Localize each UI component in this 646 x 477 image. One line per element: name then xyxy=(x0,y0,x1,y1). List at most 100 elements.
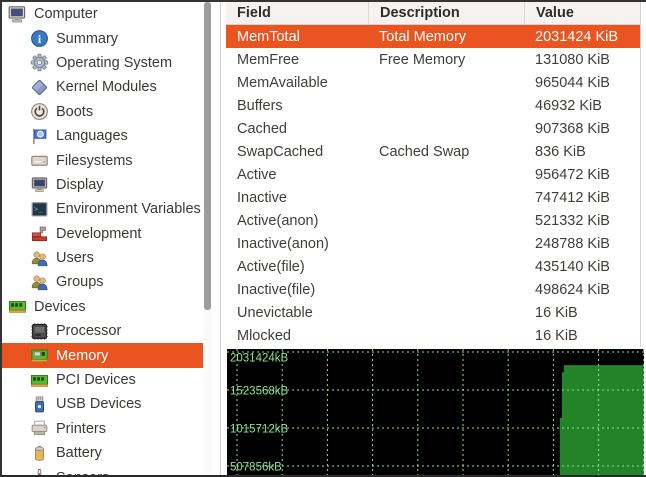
cell-value: 907368 KiB xyxy=(535,120,610,137)
sidebar-item-summary[interactable]: i Summary xyxy=(2,26,203,50)
column-header-value[interactable]: Value xyxy=(524,2,640,24)
sidebar-item-label: Sensors xyxy=(56,470,109,475)
drive-icon xyxy=(29,151,49,171)
sidebar-item-label: Processor xyxy=(56,323,122,340)
sidebar-item-development[interactable]: Development xyxy=(2,222,203,246)
column-header-field[interactable]: Field xyxy=(237,5,271,21)
sidebar-item-battery[interactable]: Battery xyxy=(2,441,203,465)
cell-value: 248788 KiB xyxy=(535,235,610,252)
sidebar-item-environment-variables[interactable]: >_ Environment Variables xyxy=(2,197,203,221)
terminal-icon: >_ xyxy=(29,199,49,219)
sidebar-item-label: Computer xyxy=(34,6,98,23)
table-row-buffers[interactable]: Buffers 46932 KiB xyxy=(226,94,640,117)
cell-value: 131080 KiB xyxy=(535,51,610,68)
sidebar-item-label: Kernel Modules xyxy=(56,79,157,96)
cell-field: Active xyxy=(237,166,277,183)
svg-text:>_: >_ xyxy=(33,206,43,214)
table-row-inactive-file[interactable]: Inactive(file) 498624 KiB xyxy=(226,278,640,301)
table-row-active[interactable]: Active 956472 KiB xyxy=(226,163,640,186)
development-icon xyxy=(29,224,49,244)
cell-field: MemAvailable xyxy=(237,74,328,91)
sidebar-item-boots[interactable]: Boots xyxy=(2,100,203,124)
cell-value: 2031424 KiB xyxy=(535,28,619,45)
sidebar-scrollbar[interactable] xyxy=(203,2,212,475)
cell-value: 498624 KiB xyxy=(535,281,610,298)
sidebar-item-label: Development xyxy=(56,225,142,242)
sidebar-item-label: Devices xyxy=(34,298,86,315)
cell-value: 435140 KiB xyxy=(535,258,610,275)
table-row-cached[interactable]: Cached 907368 KiB xyxy=(226,117,640,140)
usb-icon xyxy=(29,394,49,414)
sidebar-item-memory[interactable]: Memory xyxy=(2,343,203,368)
cell-field: Active(anon) xyxy=(237,212,319,229)
sidebar-item-label: Filesystems xyxy=(56,152,133,169)
thermometer-icon xyxy=(29,468,49,475)
sidebar-item-usb-devices[interactable]: USB Devices xyxy=(2,392,203,416)
cell-description: Cached Swap xyxy=(379,143,470,160)
sidebar-item-sensors[interactable]: Sensors xyxy=(2,465,203,475)
table-row-mlocked[interactable]: Mlocked 16 KiB xyxy=(226,324,640,347)
sidebar-item-display[interactable]: Display xyxy=(2,173,203,197)
battery-icon xyxy=(29,443,49,463)
sidebar-item-kernel-modules[interactable]: Kernel Modules xyxy=(2,75,203,99)
sidebar-item-filesystems[interactable]: Filesystems xyxy=(2,148,203,172)
cell-field: Mlocked xyxy=(237,327,291,344)
sidebar-item-label: Languages xyxy=(56,128,128,145)
sidebar-item-pci-devices[interactable]: PCI Devices xyxy=(2,368,203,392)
cell-field: Buffers xyxy=(237,97,283,114)
sidebar-item-devices[interactable]: Devices xyxy=(2,295,203,319)
scrollbar-thumb[interactable] xyxy=(204,2,211,310)
sidebar-item-languages[interactable]: Languages xyxy=(2,124,203,148)
table-row-memavailable[interactable]: MemAvailable 965044 KiB xyxy=(226,71,640,94)
sidebar-item-label: Boots xyxy=(56,103,94,120)
flag-icon xyxy=(29,126,49,146)
table-row-memtotal[interactable]: MemTotal Total Memory 2031424 KiB xyxy=(226,25,640,48)
table-row-inactive-anon[interactable]: Inactive(anon) 248788 KiB xyxy=(226,232,640,255)
y-axis-tick-label: 507856kB xyxy=(230,462,282,474)
y-axis-tick-label: 2031424kB xyxy=(230,353,289,365)
sidebar-item-label: PCI Devices xyxy=(56,372,136,389)
sidebar-item-users[interactable]: Users xyxy=(2,246,203,270)
module-diamond-icon xyxy=(29,77,49,97)
cell-value: 836 KiB xyxy=(535,143,586,160)
sidebar-item-label: Groups xyxy=(56,274,104,291)
cell-field: SwapCached xyxy=(237,143,324,160)
cell-description: Free Memory xyxy=(379,51,466,68)
sidebar-item-computer[interactable]: Computer xyxy=(2,2,203,26)
cell-field: Active(file) xyxy=(237,258,305,275)
column-header-description[interactable]: Description xyxy=(368,2,524,24)
table-row-memfree[interactable]: MemFree Free Memory 131080 KiB xyxy=(226,48,640,71)
cell-value: 956472 KiB xyxy=(535,166,610,183)
cell-field: Inactive xyxy=(237,189,287,206)
sidebar-item-label: Battery xyxy=(56,445,102,462)
sidebar-item-label: Display xyxy=(56,176,104,193)
users-icon xyxy=(29,248,49,268)
sidebar-item-processor[interactable]: Processor xyxy=(2,319,203,343)
ram-icon xyxy=(7,297,27,317)
table-row-active-anon[interactable]: Active(anon) 521332 KiB xyxy=(226,209,640,232)
used-memory-area xyxy=(559,365,644,475)
table-row-unevictable[interactable]: Unevictable 16 KiB xyxy=(226,301,640,324)
sidebar-item-printers[interactable]: Printers xyxy=(2,417,203,441)
y-axis-tick-label: 1015712kB xyxy=(230,424,289,436)
sidebar-item-label: Environment Variables xyxy=(56,201,201,218)
sidebar-item-groups[interactable]: Groups xyxy=(2,270,203,294)
table-row-active-file[interactable]: Active(file) 435140 KiB xyxy=(226,255,640,278)
gear-icon xyxy=(29,53,49,73)
pci-icon xyxy=(29,370,49,390)
cell-field: MemTotal xyxy=(237,28,300,45)
cell-value: 46932 KiB xyxy=(535,97,602,114)
sidebar-item-label: Operating System xyxy=(56,54,173,71)
memory-icon xyxy=(29,346,49,366)
memory-usage-graph: 2031424kB 1523568kB 1015712kB 507856kB xyxy=(227,349,644,475)
display-icon xyxy=(29,175,49,195)
cell-field: MemFree xyxy=(237,51,300,68)
cell-value: 16 KiB xyxy=(535,304,578,321)
panel-divider[interactable] xyxy=(220,2,221,475)
sidebar-item-label: Users xyxy=(56,250,94,267)
processor-icon xyxy=(29,321,49,341)
table-row-swapcached[interactable]: SwapCached Cached Swap 836 KiB xyxy=(226,140,640,163)
table-row-inactive[interactable]: Inactive 747412 KiB xyxy=(226,186,640,209)
sidebar-item-operating-system[interactable]: Operating System xyxy=(2,51,203,75)
